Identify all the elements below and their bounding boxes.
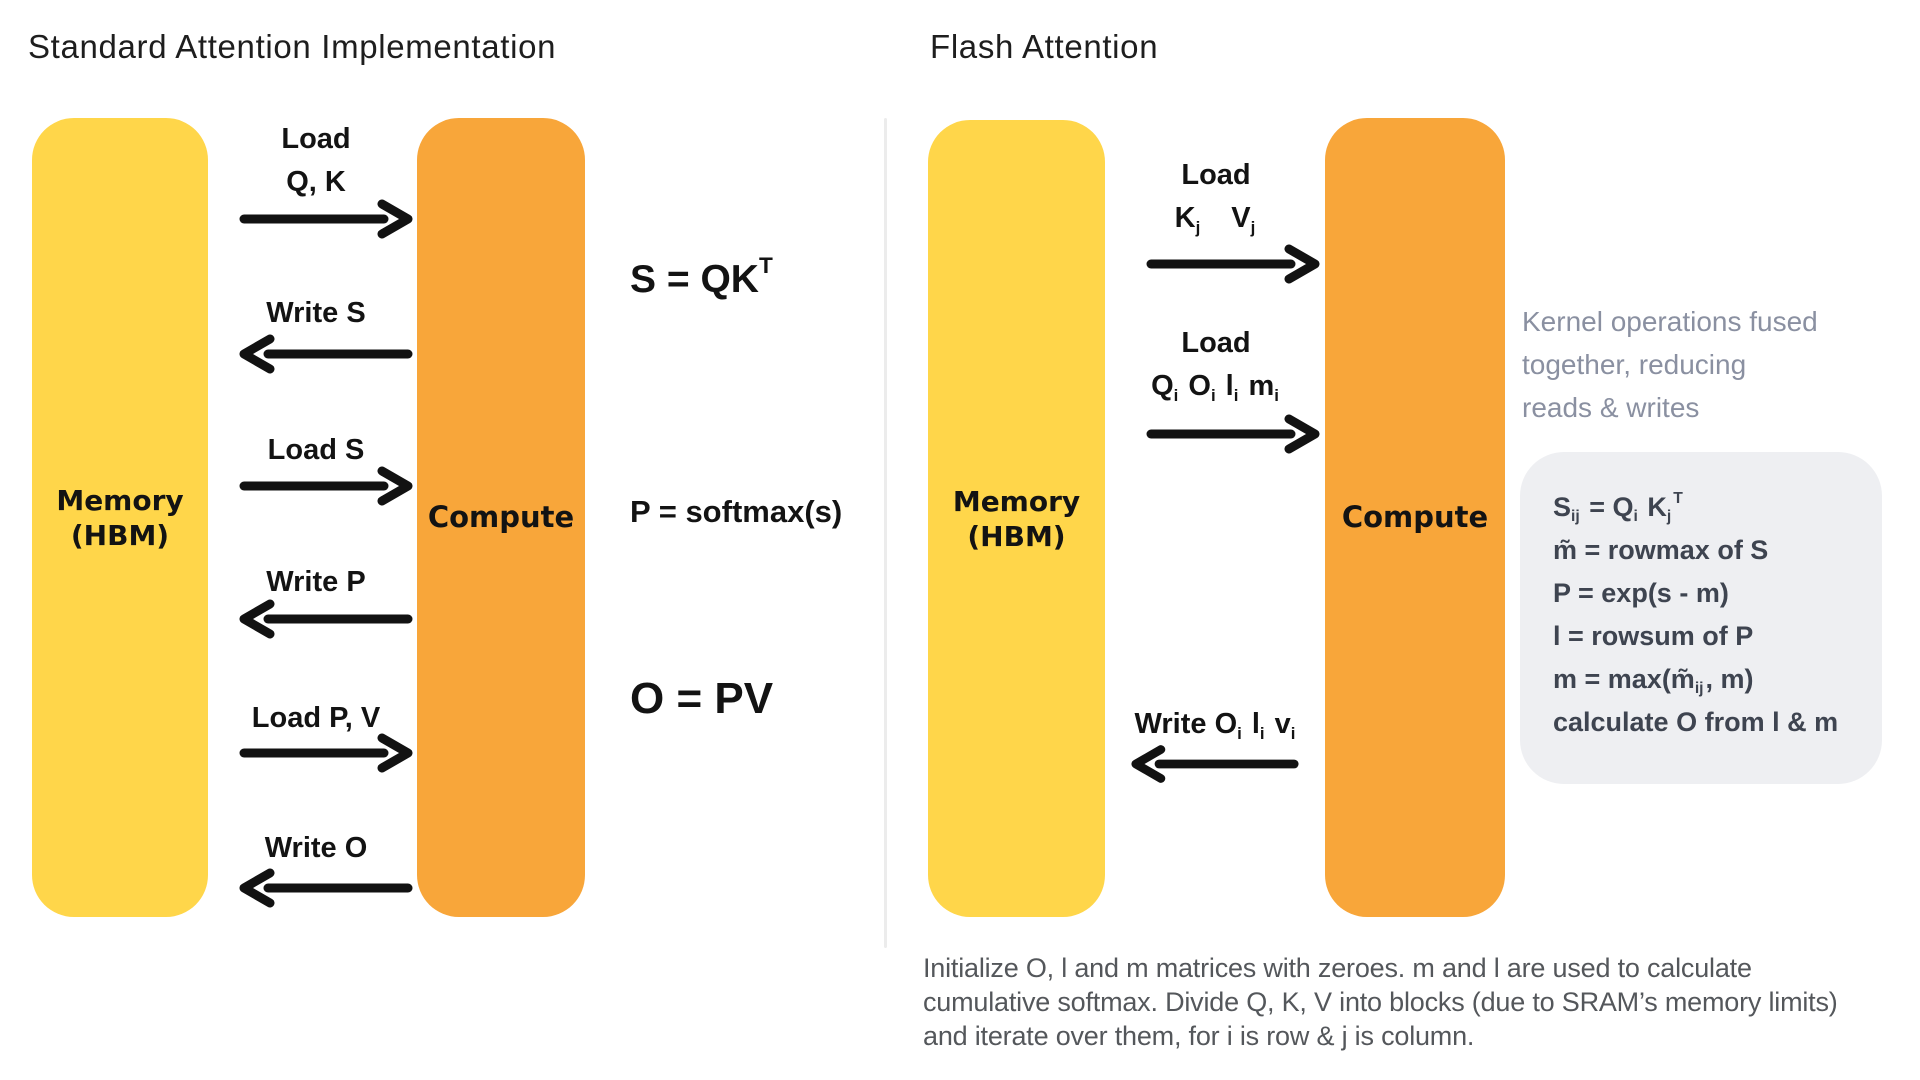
arrow-right-icon [1146,414,1320,454]
flow-label-load-pv: Load P, V [251,702,381,734]
arrow-left-icon [239,334,413,374]
flow-label-write-s: Write S [266,297,366,329]
flow-label-write-o: Write O [264,832,368,864]
standard-attention-title: Standard Attention Implementation [28,28,557,65]
fused-operations-box: Sij = Qi KjT m̃ = rowmax of S P = exp(s … [1520,452,1882,784]
arrow-left-icon [239,599,413,639]
formula-p-softmax: P = softmax(s) [630,494,843,529]
flow-label-load-qi-oi-li-mi: Load Qi Oi li mi [1151,327,1279,405]
arrow-right-icon [239,199,413,239]
initialization-footnote: Initialize O, l and m matrices with zero… [923,953,1838,1051]
flash-attention-title: Flash Attention [930,28,1159,65]
right-compute-block: Compute [1325,118,1505,917]
left-memory-hbm-block: Memory (HBM) [32,118,208,917]
panel-divider [884,118,887,948]
flow-label-load-s: Load S [267,434,365,466]
flow-label-write-p: Write P [266,566,366,598]
left-memory-label: Memory (HBM) [56,483,184,552]
arrow-right-icon [239,466,413,506]
kernel-fusion-note: Kernel operations fused together, reduci… [1522,306,1818,423]
left-compute-block: Compute [417,118,585,917]
right-memory-hbm-block: Memory (HBM) [928,120,1105,917]
arrow-right-icon [239,733,413,773]
right-memory-label: Memory (HBM) [952,484,1081,553]
fused-operations-formulas: Sij = Qi KjT m̃ = rowmax of S P = exp(s … [1553,489,1839,737]
right-compute-label: Compute [1341,500,1489,534]
formula-o-pv: O = PV [630,674,774,723]
flow-label-load-qk: Load Q, K [281,123,351,198]
left-compute-label: Compute [427,500,575,534]
arrow-left-icon [239,868,413,908]
flow-label-write-oi-li-vi: Write Oi li vi [1134,708,1296,743]
arrow-left-icon [1131,745,1299,783]
arrow-right-icon [1146,244,1320,284]
flow-label-load-kj-vj: Load Kj Vj [1174,159,1256,237]
formula-s-qkt: S = QKT [630,252,773,301]
